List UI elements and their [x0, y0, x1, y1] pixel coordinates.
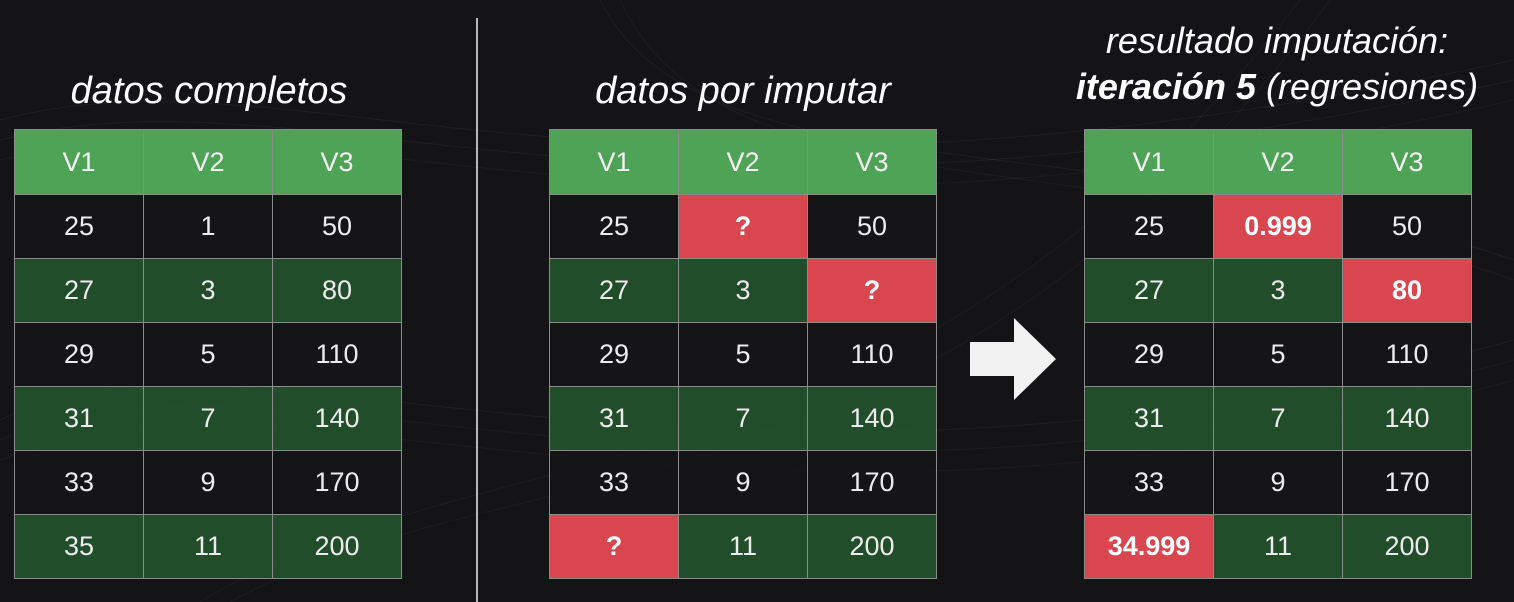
table-header-row: V1 V2 V3 [14, 129, 402, 195]
table-row: 25? 50 [549, 194, 937, 259]
table-cell: 7 [143, 386, 273, 451]
table-cell: 7 [678, 386, 808, 451]
table-cell: 50 [1342, 194, 1472, 259]
table-row: 27 3 80 [1084, 258, 1472, 323]
arrow-right-icon [970, 318, 1056, 400]
column-header: V2 [678, 129, 808, 195]
table-datos-por-imputar: V1 V2 V3 25? 50 27 3? 29 5 110 31 7 140 33 9 170? 11 200 [549, 129, 937, 579]
table-row: 31 7 140 [1084, 386, 1472, 451]
table-cell: 7 [1213, 386, 1343, 451]
title-regresiones: (regresiones) [1255, 66, 1479, 107]
table-cell: 110 [272, 322, 402, 387]
table-row: 29 5 110 [1084, 322, 1472, 387]
table-cell: 11 [143, 514, 273, 579]
table-row: 33 9 170 [1084, 450, 1472, 515]
table-cell: 11 [678, 514, 808, 579]
table-cell: 25 [549, 194, 679, 259]
table-resultado-imputacion: V1 V2 V3 25 0.999 50 27 3 80 29 5 110 31 7 140 33 9 170 34… [1084, 129, 1472, 579]
table-cell: 140 [272, 386, 402, 451]
table-cell: 50 [807, 194, 937, 259]
table-cell: 3 [143, 258, 273, 323]
table-cell: 27 [549, 258, 679, 323]
table-cell: 50 [272, 194, 402, 259]
table-row: 33 9 170 [14, 450, 402, 515]
highlighted-cell: 34.999 [1084, 514, 1214, 579]
table-cell: 170 [807, 450, 937, 515]
table-row: 25 1 50 [14, 194, 402, 259]
table-cell: 200 [1342, 514, 1472, 579]
table-cell: 31 [14, 386, 144, 451]
table-cell: 33 [549, 450, 679, 515]
title-iteracion: iteración 5 [1075, 66, 1256, 107]
table-row: 34.999 11 200 [1084, 514, 1472, 579]
highlighted-cell: ? [549, 514, 679, 579]
table-header-row: V1 V2 V3 [1084, 129, 1472, 195]
column-header: V3 [272, 129, 402, 195]
table-row: 27 3 80 [14, 258, 402, 323]
section-divider [476, 18, 478, 602]
table-cell: 29 [1084, 322, 1214, 387]
table-cell: 200 [807, 514, 937, 579]
column-header: V1 [14, 129, 144, 195]
table-cell: 200 [272, 514, 402, 579]
table-header-row: V1 V2 V3 [549, 129, 937, 195]
table-cell: 33 [14, 450, 144, 515]
column-header: V2 [1213, 129, 1343, 195]
table-row: 31 7 140 [14, 386, 402, 451]
column-header: V1 [549, 129, 679, 195]
table-row: 29 5 110 [14, 322, 402, 387]
table-cell: 29 [549, 322, 679, 387]
highlighted-cell: ? [807, 258, 937, 323]
table-cell: 31 [549, 386, 679, 451]
title-resultado-line2: iteración 5 (regresiones) [1040, 66, 1514, 108]
table-row: 31 7 140 [549, 386, 937, 451]
table-cell: 9 [143, 450, 273, 515]
table-row: 27 3? [549, 258, 937, 323]
table-cell: 1 [143, 194, 273, 259]
table-cell: 3 [678, 258, 808, 323]
table-cell: 27 [1084, 258, 1214, 323]
table-cell: 170 [1342, 450, 1472, 515]
column-header: V3 [1342, 129, 1472, 195]
table-cell: 35 [14, 514, 144, 579]
column-header: V2 [143, 129, 273, 195]
table-cell: 110 [807, 322, 937, 387]
table-row: 35 11 200 [14, 514, 402, 579]
table-cell: 9 [1213, 450, 1343, 515]
table-cell: 25 [14, 194, 144, 259]
table-cell: 25 [1084, 194, 1214, 259]
table-cell: 29 [14, 322, 144, 387]
table-cell: 3 [1213, 258, 1343, 323]
title-datos-por-imputar: datos por imputar [595, 70, 891, 112]
title-datos-completos: datos completos [70, 70, 348, 112]
table-cell: 80 [272, 258, 402, 323]
highlighted-cell: 0.999 [1213, 194, 1343, 259]
table-cell: 27 [14, 258, 144, 323]
table-cell: 9 [678, 450, 808, 515]
table-cell: 110 [1342, 322, 1472, 387]
table-row: ? 11 200 [549, 514, 937, 579]
table-datos-completos: V1 V2 V3 25 1 50 27 3 80 29 5 110 31 7 140 33 9 170 35 11 20… [14, 129, 402, 579]
table-cell: 170 [272, 450, 402, 515]
highlighted-cell: 80 [1342, 258, 1472, 323]
highlighted-cell: ? [678, 194, 808, 259]
table-row: 33 9 170 [549, 450, 937, 515]
table-cell: 5 [678, 322, 808, 387]
table-cell: 140 [807, 386, 937, 451]
table-cell: 140 [1342, 386, 1472, 451]
table-row: 29 5 110 [549, 322, 937, 387]
table-cell: 31 [1084, 386, 1214, 451]
column-header: V3 [807, 129, 937, 195]
title-resultado-line1: resultado imputación: [1105, 20, 1449, 61]
table-cell: 33 [1084, 450, 1214, 515]
column-header: V1 [1084, 129, 1214, 195]
table-cell: 11 [1213, 514, 1343, 579]
table-row: 25 0.999 50 [1084, 194, 1472, 259]
table-cell: 5 [1213, 322, 1343, 387]
table-cell: 5 [143, 322, 273, 387]
